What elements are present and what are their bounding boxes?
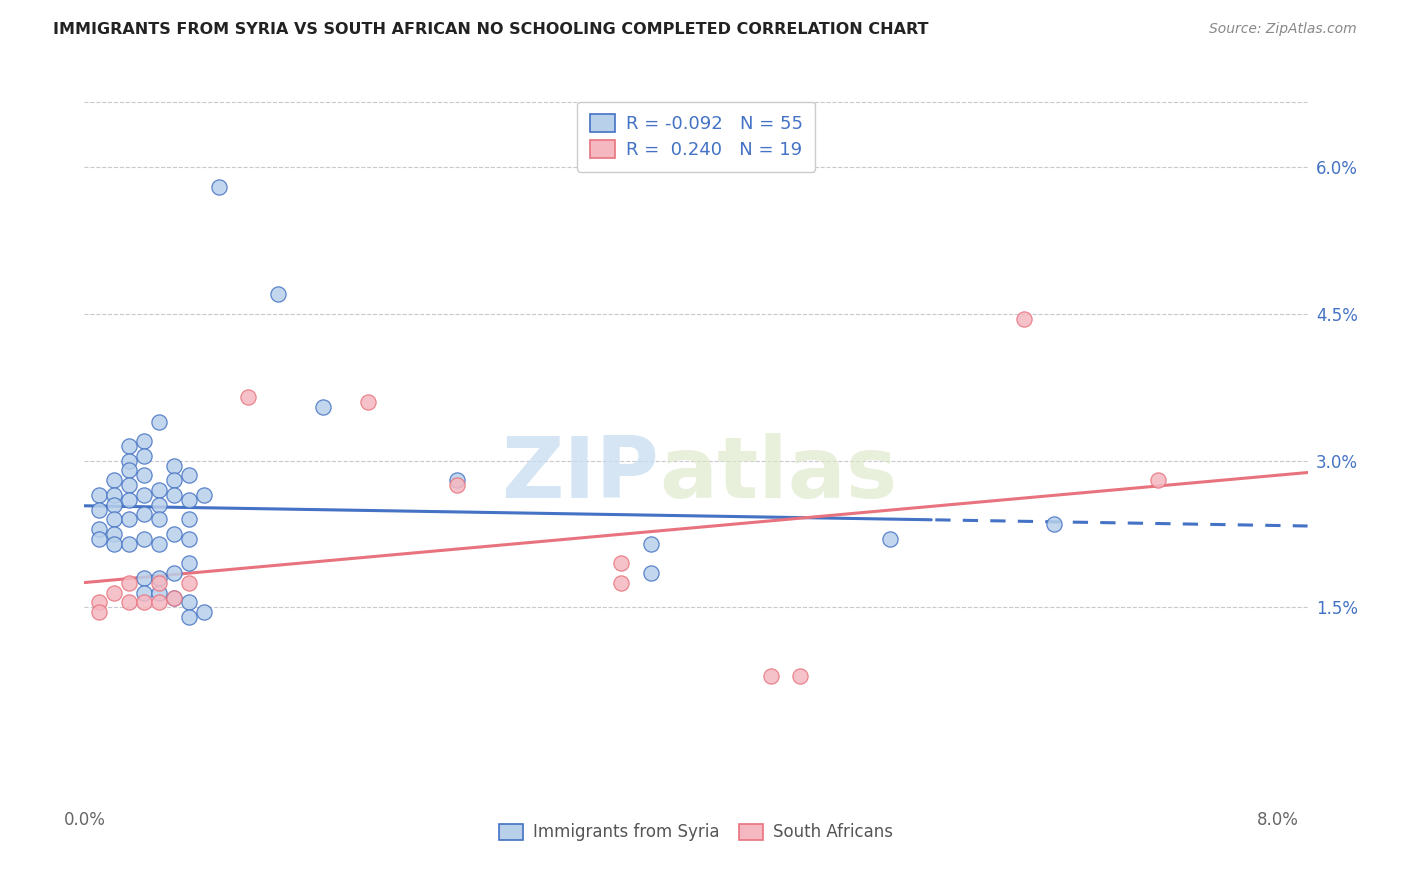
Point bbox=[148, 537, 170, 551]
Point bbox=[177, 575, 200, 590]
Point bbox=[103, 512, 125, 526]
Point bbox=[163, 488, 186, 502]
Point bbox=[132, 468, 155, 483]
Point bbox=[148, 571, 170, 585]
Point bbox=[132, 595, 155, 609]
Point bbox=[103, 488, 125, 502]
Point bbox=[193, 488, 215, 502]
Point bbox=[312, 400, 335, 414]
Text: IMMIGRANTS FROM SYRIA VS SOUTH AFRICAN NO SCHOOLING COMPLETED CORRELATION CHART: IMMIGRANTS FROM SYRIA VS SOUTH AFRICAN N… bbox=[53, 22, 929, 37]
Point bbox=[148, 483, 170, 497]
Point bbox=[357, 395, 380, 409]
Point bbox=[1012, 312, 1035, 326]
Point bbox=[132, 571, 155, 585]
Point bbox=[148, 585, 170, 599]
Point bbox=[1043, 517, 1066, 532]
Point bbox=[118, 478, 141, 492]
Point bbox=[446, 473, 468, 487]
Point bbox=[132, 434, 155, 449]
Point bbox=[789, 669, 811, 683]
Point bbox=[148, 415, 170, 429]
Text: Source: ZipAtlas.com: Source: ZipAtlas.com bbox=[1209, 22, 1357, 37]
Point bbox=[193, 605, 215, 619]
Point bbox=[238, 390, 260, 404]
Point bbox=[640, 566, 662, 580]
Point bbox=[132, 449, 155, 463]
Point bbox=[267, 287, 290, 301]
Text: atlas: atlas bbox=[659, 433, 897, 516]
Point bbox=[103, 498, 125, 512]
Point bbox=[148, 575, 170, 590]
Point bbox=[118, 453, 141, 467]
Point bbox=[89, 595, 111, 609]
Point bbox=[163, 591, 186, 605]
Point bbox=[103, 473, 125, 487]
Point bbox=[89, 605, 111, 619]
Point bbox=[103, 585, 125, 599]
Point bbox=[177, 532, 200, 546]
Point bbox=[610, 557, 633, 571]
Point bbox=[118, 575, 141, 590]
Point bbox=[163, 473, 186, 487]
Point bbox=[118, 537, 141, 551]
Point bbox=[177, 468, 200, 483]
Point bbox=[163, 527, 186, 541]
Point bbox=[118, 512, 141, 526]
Point bbox=[640, 537, 662, 551]
Point bbox=[148, 512, 170, 526]
Point bbox=[759, 669, 782, 683]
Legend: Immigrants from Syria, South Africans: Immigrants from Syria, South Africans bbox=[492, 817, 900, 848]
Point bbox=[163, 591, 186, 605]
Point bbox=[177, 595, 200, 609]
Point bbox=[118, 463, 141, 477]
Point bbox=[610, 575, 633, 590]
Point bbox=[118, 595, 141, 609]
Point bbox=[177, 512, 200, 526]
Point bbox=[132, 532, 155, 546]
Point bbox=[177, 557, 200, 571]
Point bbox=[207, 180, 229, 194]
Point bbox=[89, 522, 111, 536]
Point bbox=[103, 537, 125, 551]
Point bbox=[103, 527, 125, 541]
Point bbox=[163, 458, 186, 473]
Point bbox=[446, 478, 468, 492]
Point bbox=[879, 532, 901, 546]
Point bbox=[89, 502, 111, 516]
Text: ZIP: ZIP bbox=[502, 433, 659, 516]
Point bbox=[89, 532, 111, 546]
Point bbox=[118, 492, 141, 507]
Point bbox=[148, 498, 170, 512]
Point bbox=[132, 508, 155, 522]
Point bbox=[118, 439, 141, 453]
Point bbox=[132, 585, 155, 599]
Point bbox=[89, 488, 111, 502]
Point bbox=[1147, 473, 1170, 487]
Point bbox=[132, 488, 155, 502]
Point bbox=[177, 610, 200, 624]
Point bbox=[163, 566, 186, 580]
Point bbox=[177, 492, 200, 507]
Point bbox=[148, 595, 170, 609]
